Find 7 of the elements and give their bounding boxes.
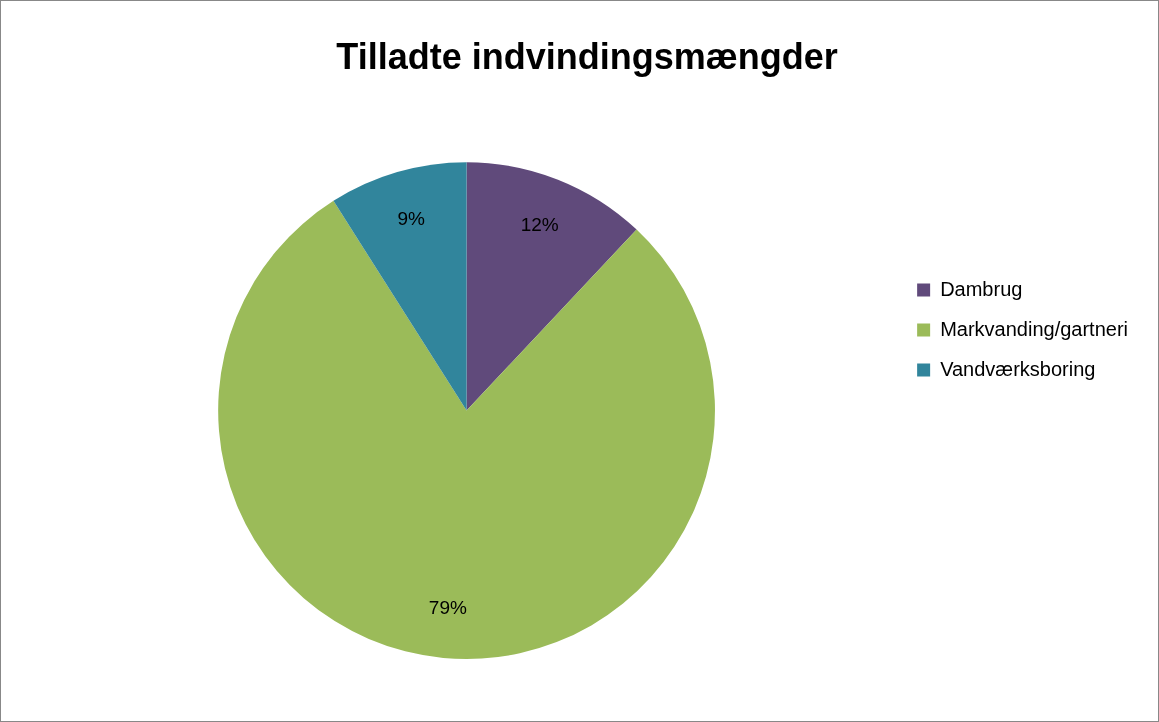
legend-label: Dambrug: [940, 277, 1023, 300]
data-label: 12%: [520, 214, 559, 236]
legend-label: Markvanding/gartneri: [940, 317, 1128, 340]
data-label: 9%: [397, 208, 425, 229]
data-label: 79%: [428, 596, 467, 618]
chart-title: Tilladte indvindingsmængder: [336, 35, 838, 77]
legend-label: Vandværksboring: [940, 357, 1096, 380]
